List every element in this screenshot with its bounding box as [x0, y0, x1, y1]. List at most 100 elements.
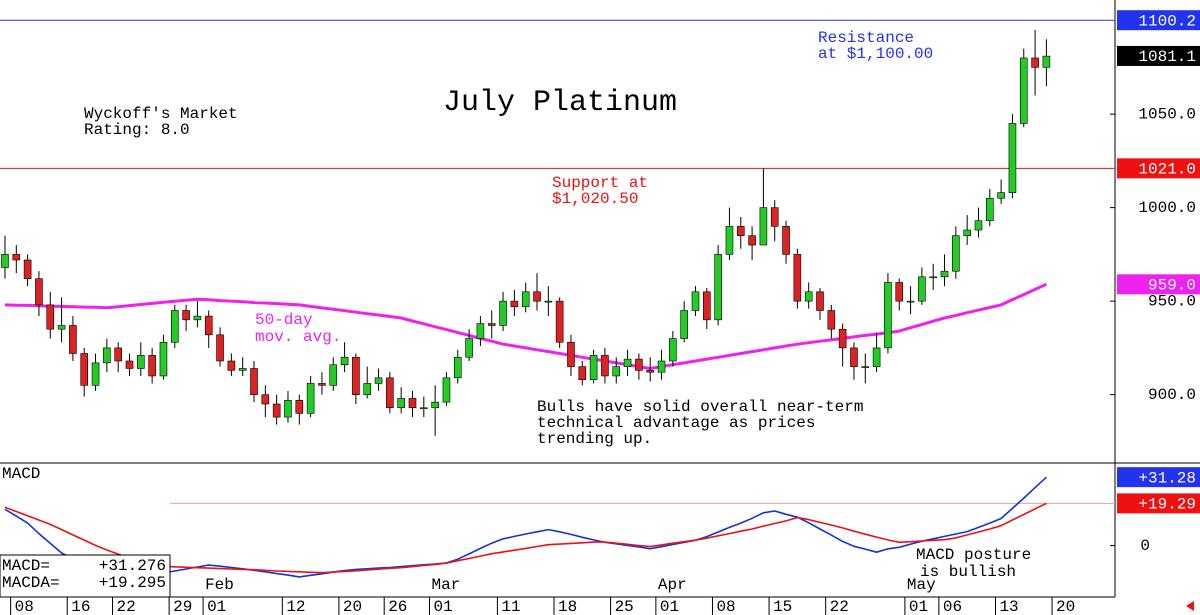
candle-body — [91, 362, 100, 386]
x-tick-label: 26 — [388, 598, 407, 615]
candle-body — [170, 310, 179, 343]
price-badge — [1117, 45, 1200, 66]
price-badge-label: 1081.1 — [1138, 48, 1196, 66]
candle-body — [420, 407, 428, 410]
macd-badge — [1117, 467, 1200, 488]
ma-note: 50-day — [255, 311, 313, 329]
ma-note: mov. avg. — [255, 328, 341, 346]
candle-body — [804, 291, 813, 302]
x-tick-label: 06 — [943, 598, 962, 615]
candle-body — [159, 341, 168, 377]
candle-body — [838, 328, 847, 349]
candle-body — [465, 338, 473, 358]
candle-body — [114, 347, 122, 362]
readout-value: +19.295 — [99, 574, 166, 592]
x-tick-label: 29 — [173, 598, 192, 615]
candle-body — [193, 315, 202, 321]
price-badge — [1117, 158, 1200, 179]
candle-body — [578, 366, 587, 381]
candle-body — [57, 325, 66, 330]
candle-body — [261, 394, 270, 405]
candle-body — [918, 276, 926, 302]
y-tick-label: 950.0 — [1148, 292, 1196, 310]
candle-body — [1031, 57, 1039, 68]
macd-badge-label: +19.29 — [1138, 496, 1196, 514]
candle-body — [940, 270, 949, 278]
y-tick-label: 900.0 — [1148, 386, 1196, 404]
candle-body — [46, 304, 55, 330]
candle-body — [748, 235, 756, 246]
resistance-note: Resistance — [818, 29, 914, 47]
price-badge-label: 1021.0 — [1138, 161, 1196, 179]
candle-body — [352, 356, 360, 395]
rating-note: Rating: 8.0 — [84, 121, 190, 139]
candle-body — [1008, 123, 1017, 193]
candle-body — [997, 192, 1005, 199]
comment: Bulls have solid overall near-term — [537, 398, 863, 416]
macd-line — [4, 476, 1047, 581]
candle-body — [103, 347, 111, 364]
scroll-arrow[interactable] — [1186, 601, 1194, 611]
candle-body — [601, 355, 609, 377]
macd-badge — [1117, 493, 1200, 514]
candle-body — [510, 300, 519, 308]
candle-body — [782, 226, 790, 255]
month-label: May — [907, 576, 936, 594]
candle-body — [872, 347, 881, 367]
candle-body — [770, 207, 779, 227]
rating-note: Wyckoff's Market — [84, 105, 238, 123]
candle-body — [533, 291, 541, 302]
candle-body — [238, 368, 247, 371]
x-tick-label: 22 — [117, 598, 136, 615]
candle-body — [703, 291, 711, 321]
candle-body — [295, 399, 304, 414]
month-label: Feb — [205, 576, 234, 594]
comment: technical advantage as prices — [537, 414, 815, 432]
x-tick-label: 22 — [830, 598, 849, 615]
candle-body — [612, 366, 621, 377]
candle-body — [329, 364, 338, 386]
candle-body — [725, 226, 734, 255]
price-badge — [1117, 274, 1200, 295]
candle-body — [691, 291, 700, 311]
candle-body — [476, 323, 485, 339]
macd-note: is bullish — [920, 563, 1016, 581]
macd-badge-label: +31.28 — [1138, 469, 1196, 487]
x-tick-label: 01 — [909, 598, 928, 615]
candle-body — [453, 356, 462, 379]
x-tick-label: 01 — [207, 598, 226, 615]
candle-body — [23, 259, 32, 279]
candle-body — [521, 291, 530, 308]
candle-body — [204, 315, 213, 336]
support-note: Support at — [552, 174, 648, 192]
candle-body — [929, 276, 938, 279]
candle-body — [272, 403, 281, 418]
candle-body — [125, 360, 134, 369]
candle-body — [80, 353, 89, 386]
moving-average — [4, 282, 1048, 370]
candle-body — [487, 323, 496, 326]
candle-body — [555, 300, 564, 343]
macd-title: MACD — [2, 465, 40, 483]
candle-body — [216, 334, 224, 362]
candle-body — [12, 254, 21, 261]
price-badge-label: 1100.2 — [1138, 12, 1196, 30]
candle-body — [895, 282, 904, 302]
candle-body — [906, 300, 915, 303]
candle-body — [69, 325, 77, 354]
x-tick-label: 11 — [501, 598, 520, 615]
x-tick-label: 08 — [15, 598, 34, 615]
candle-body — [318, 383, 326, 386]
x-tick-label: 08 — [716, 598, 735, 615]
candle-body — [306, 383, 315, 414]
chart-title: July Platinum — [443, 86, 677, 120]
y-tick-label: 1000.0 — [1138, 199, 1196, 217]
candle-body — [1, 254, 9, 268]
candle-body — [182, 310, 190, 321]
support-note: $1,020.50 — [552, 190, 638, 208]
candle-body — [442, 377, 451, 403]
price-badge — [1117, 10, 1200, 31]
readout-label: MACD= — [2, 557, 50, 575]
readout-label: MACDA= — [2, 574, 60, 592]
